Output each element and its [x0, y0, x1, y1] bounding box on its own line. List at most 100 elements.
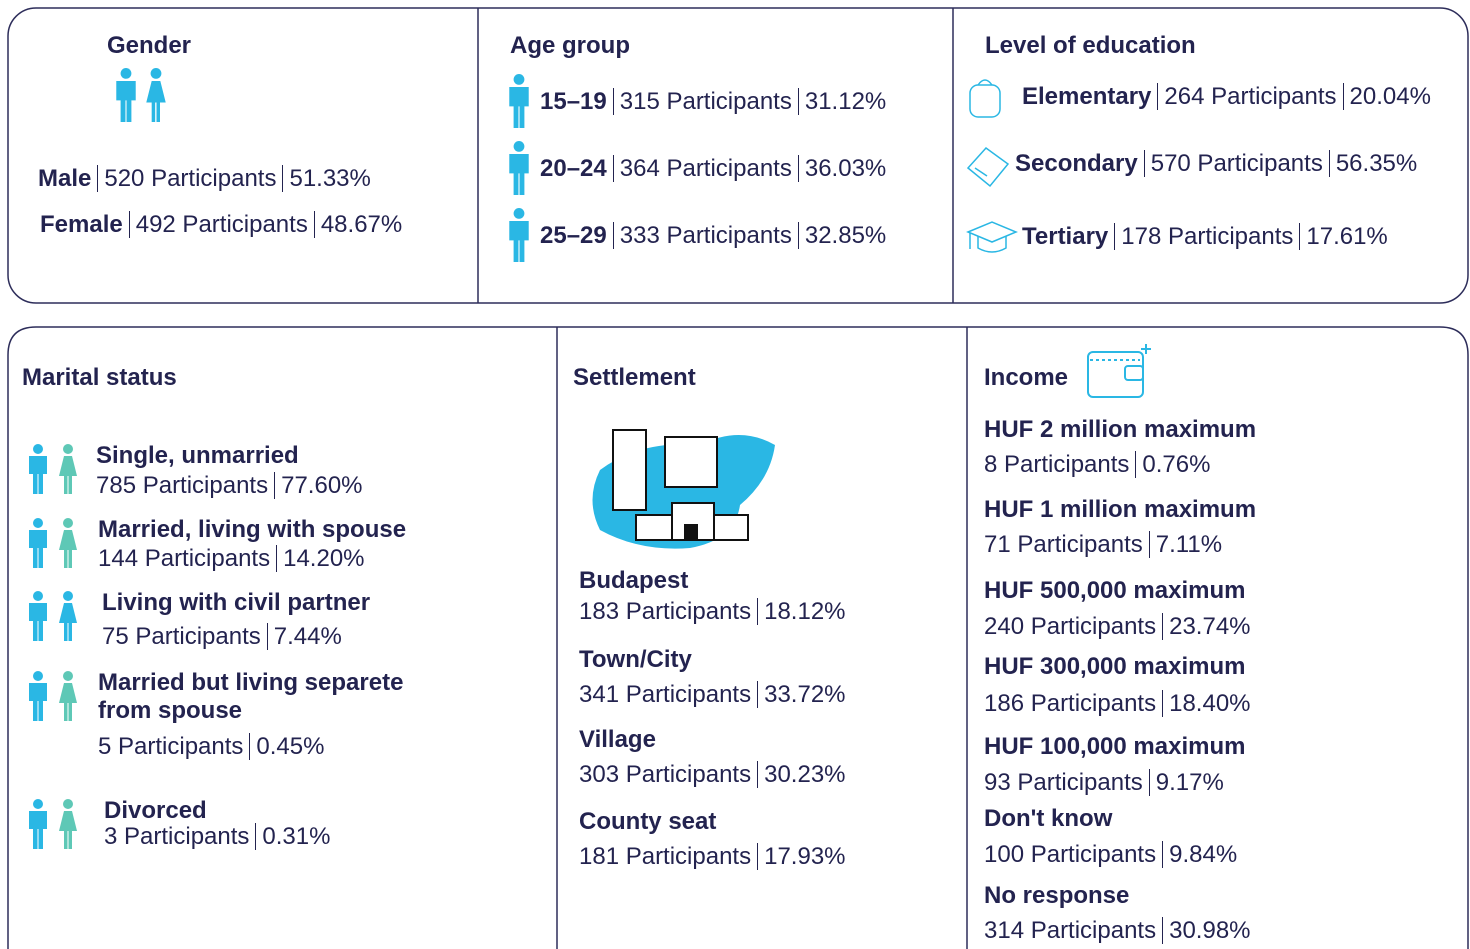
data-row: Female 492 Participants 48.67% — [40, 211, 403, 239]
percent: 0.31% — [255, 823, 331, 850]
percent: 51.33% — [282, 165, 371, 192]
percent: 30.23% — [757, 761, 846, 788]
category-label: County seat — [579, 808, 717, 835]
category-label: HUF 1 million maximum — [984, 496, 1257, 523]
section-title: Income — [984, 364, 1069, 391]
percent: 30.98% — [1162, 917, 1251, 944]
category-label: Divorced — [104, 797, 207, 824]
male-icon — [29, 591, 47, 641]
participants: 341 Participants — [579, 681, 752, 708]
data-row: 314 Participants 30.98% — [984, 917, 1251, 945]
percent: 56.35% — [1328, 150, 1418, 177]
participants: 71 Participants — [984, 531, 1143, 558]
participants: 520 Participants — [97, 165, 277, 192]
data-row: 144 Participants 14.20% — [98, 545, 365, 573]
percent: 18.12% — [757, 598, 846, 625]
section-title: Gender — [107, 32, 192, 59]
percent: 77.60% — [274, 472, 363, 499]
participants: 240 Participants — [984, 613, 1157, 640]
participants: 3 Participants — [104, 823, 250, 850]
data-row: 341 Participants 33.72% — [579, 681, 846, 709]
participants: 100 Participants — [984, 841, 1157, 868]
male-icon — [509, 141, 529, 195]
participants: 314 Participants — [984, 917, 1157, 944]
percent: 36.03% — [797, 155, 887, 182]
percent: 32.85% — [797, 222, 887, 249]
female-icon — [59, 799, 77, 849]
participants: 181 Participants — [579, 843, 752, 870]
participants: 8 Participants — [984, 451, 1130, 478]
education-icons — [966, 79, 1018, 253]
female-icon — [146, 68, 166, 122]
participants: 178 Participants — [1114, 223, 1294, 250]
data-row: 186 Participants 18.40% — [984, 690, 1251, 718]
data-row: 183 Participants 18.12% — [579, 598, 846, 626]
female-icon — [59, 671, 77, 721]
top-panel — [7, 7, 1469, 304]
data-row: 303 Participants 30.23% — [579, 761, 846, 789]
participants: 785 Participants — [96, 472, 269, 499]
percent: 7.11% — [1148, 531, 1223, 558]
percent: 9.84% — [1162, 841, 1238, 868]
wallet-icon — [1087, 344, 1151, 398]
data-row: Secondary 570 Participants 56.35% — [1015, 150, 1418, 178]
data-row: 181 Participants 17.93% — [579, 843, 846, 871]
percent: 20.04% — [1342, 83, 1431, 110]
participants: 315 Participants — [612, 88, 792, 115]
category-label: Budapest — [579, 567, 689, 594]
percent: 0.76% — [1135, 451, 1211, 478]
category-label: Don't know — [984, 805, 1113, 832]
male-icon — [29, 671, 47, 721]
category-label: HUF 500,000 maximum — [984, 577, 1246, 604]
data-row: 20–24 364 Participants 36.03% — [540, 155, 887, 183]
category-label: Tertiary — [1022, 223, 1109, 250]
participants: 364 Participants — [612, 155, 792, 182]
participants: 186 Participants — [984, 690, 1157, 717]
percent: 33.72% — [757, 681, 846, 708]
female-icon — [59, 444, 77, 494]
percent: 17.61% — [1299, 223, 1388, 250]
section-title: Age group — [510, 32, 630, 59]
percent: 18.40% — [1162, 690, 1251, 717]
category-label: Elementary — [1022, 83, 1152, 110]
category-label: Single, unmarried — [96, 442, 299, 469]
participants: 183 Participants — [579, 598, 752, 625]
participants: 75 Participants — [102, 623, 261, 650]
data-row: Tertiary 178 Participants 17.61% — [1022, 223, 1388, 251]
participants: 492 Participants — [128, 211, 308, 238]
participants: 93 Participants — [984, 769, 1143, 796]
category-label: HUF 300,000 maximum — [984, 653, 1246, 680]
category-label: HUF 100,000 maximum — [984, 733, 1246, 760]
category-label: 20–24 — [540, 155, 607, 182]
category-label: 25–29 — [540, 222, 607, 249]
category-label: 15–19 — [540, 88, 607, 115]
data-row: 93 Participants 9.17% — [984, 769, 1224, 797]
male-icon — [116, 68, 136, 122]
male-icon — [29, 799, 47, 849]
male-icon — [509, 74, 529, 128]
percent: 14.20% — [276, 545, 365, 572]
data-row: 25–29 333 Participants 32.85% — [540, 222, 887, 250]
category-label: Living with civil partner — [102, 589, 371, 616]
percent: 9.17% — [1148, 769, 1224, 796]
data-row: 15–19 315 Participants 31.12% — [540, 88, 887, 116]
percent: 7.44% — [266, 623, 342, 650]
section-title: Settlement — [573, 364, 696, 391]
data-row: 100 Participants 9.84% — [984, 841, 1238, 869]
male-icon — [509, 208, 529, 262]
participants: 5 Participants — [98, 733, 244, 760]
data-row: 71 Participants 7.11% — [984, 531, 1223, 559]
section-title: Level of education — [985, 32, 1196, 59]
female-icon — [59, 591, 77, 641]
section-title: Marital status — [22, 364, 177, 391]
data-row: 8 Participants 0.76% — [984, 451, 1211, 479]
settlement-illustration — [592, 429, 775, 549]
participants: 333 Participants — [612, 222, 792, 249]
data-row: 785 Participants 77.60% — [96, 472, 363, 500]
percent: 23.74% — [1162, 613, 1251, 640]
category-label: Village — [579, 726, 656, 753]
data-row: 5 Participants 0.45% — [98, 733, 325, 761]
participants: 303 Participants — [579, 761, 752, 788]
data-row: 3 Participants 0.31% — [104, 823, 331, 851]
